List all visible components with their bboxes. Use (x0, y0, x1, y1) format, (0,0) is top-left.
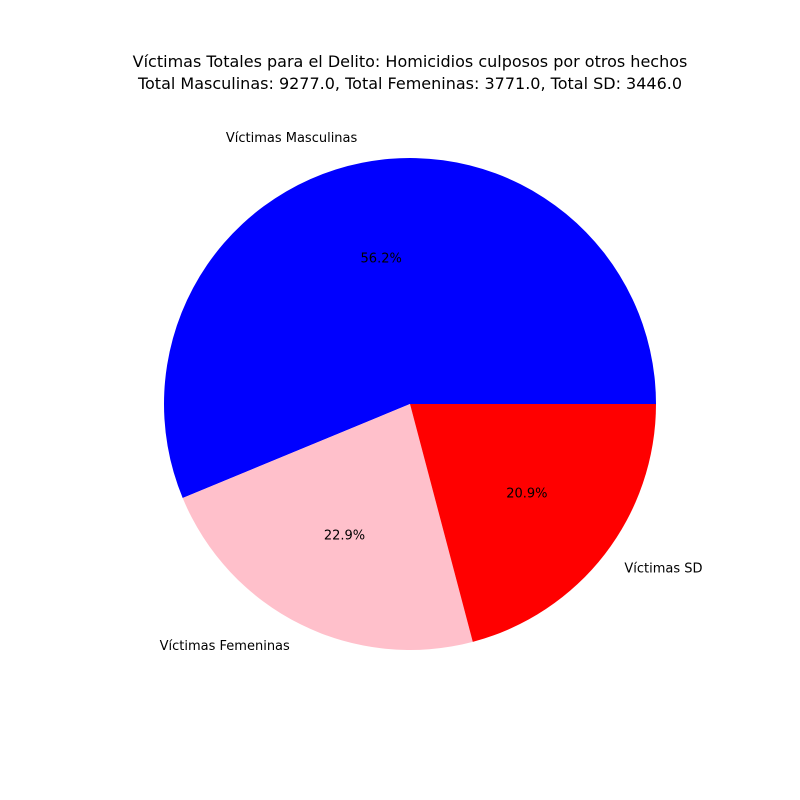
pie-slice-2 (410, 404, 656, 642)
slice-label-0: Víctimas Masculinas (226, 131, 358, 146)
pie-labels: Víctimas Masculinas 56.2% Víctimas Femenin… (160, 131, 703, 654)
slice-label-2: Víctimas SD (624, 562, 702, 577)
slice-percent-0: 56.2% (361, 252, 402, 267)
pie-slice-0 (163, 158, 656, 499)
slice-percent-2: 20.9% (506, 487, 547, 502)
chart-title-line1: Víctimas Totales para el Delito: Homicid… (133, 52, 688, 71)
pie-slices (163, 158, 656, 650)
chart-title-line2: Total Masculinas: 9277.0, Total Femenina… (137, 74, 682, 93)
pie-slice-1 (182, 404, 473, 650)
slice-percent-1: 22.9% (324, 529, 365, 544)
slice-label-1: Víctimas Femeninas (160, 639, 290, 654)
